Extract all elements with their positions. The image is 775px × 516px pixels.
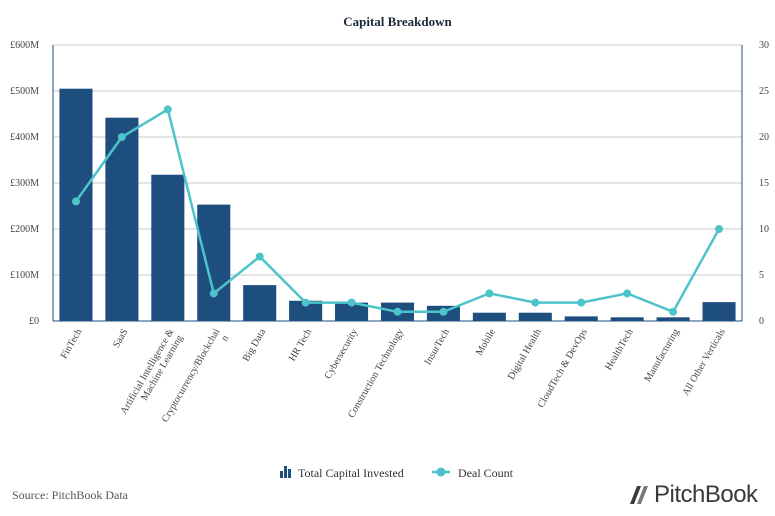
y-left-tick-label: £300M [10,178,39,189]
y-left-tick-label: £0 [29,316,39,327]
legend-label: Total Capital Invested [298,466,404,480]
deal-count-point [439,307,448,316]
x-tick-label: Cybersecurity [323,327,361,381]
deal-count-point [255,252,264,261]
source-note: Source: PitchBook Data [12,488,128,502]
y-left-tick-label: £600M [10,40,39,51]
deal-count-point [577,298,586,307]
legend-bar-icon [288,469,291,478]
x-tick-label: InsurTech [423,327,452,367]
y-right-tick-label: 10 [759,224,769,235]
legend-bar-icon [284,466,287,478]
chart-title: Capital Breakdown [343,14,452,29]
y-right-tick-label: 20 [759,132,769,143]
x-tick-label: HR Tech [287,327,314,363]
pitchbook-logo-text: PitchBook [654,481,758,508]
y-right-tick-label: 5 [759,270,764,281]
deal-count-point [301,298,310,307]
deal-count-point [163,105,172,114]
legend-bar-icon [280,471,283,478]
deal-count-point [715,225,724,233]
bar [610,317,644,321]
deal-count-point [485,289,494,298]
bar [151,174,185,321]
y-right-tick-label: 30 [759,40,769,51]
bar [564,316,598,321]
x-tick-label: SaaS [111,327,131,350]
y-left-tick-label: £200M [10,224,39,235]
bar [289,300,323,321]
legend-marker-icon [436,467,446,477]
x-tick-label: FinTech [59,327,85,361]
deal-count-point [117,133,126,141]
bar [472,312,506,321]
y-right-tick-label: 0 [759,316,764,327]
y-left-tick-label: £100M [10,270,39,281]
bar [518,312,552,321]
x-tick-label: Digital Health [506,327,544,382]
bar [243,285,277,321]
y-left-tick-label: £500M [10,86,39,97]
pitchbook-logo-icon [630,486,648,504]
bar [656,317,690,321]
x-tick-label: HealthTech [603,327,636,372]
bar [702,302,736,321]
y-right-tick-label: 25 [759,86,769,97]
deal-count-point [347,298,356,307]
deal-count-point [71,197,80,206]
x-tick-label: CloudTech & DevOps [536,327,590,410]
legend-label: Deal Count [458,466,514,480]
y-right-tick-label: 15 [759,178,769,189]
bar [335,302,369,321]
y-left-tick-label: £400M [10,132,39,143]
x-tick-label: Mobile [474,327,498,358]
bar [197,204,231,321]
x-tick-label: Manufacturing [642,327,681,384]
x-tick-label: Big Data [241,327,269,364]
deal-count-point [669,307,678,316]
deal-count-point [623,289,632,298]
deal-count-point [531,298,540,307]
pitchbook-logo: PitchBook [628,480,758,510]
x-tick-label: All Other Verticals [680,327,727,398]
deal-count-point [393,307,402,316]
deal-count-point [209,289,218,298]
bar [105,117,139,322]
